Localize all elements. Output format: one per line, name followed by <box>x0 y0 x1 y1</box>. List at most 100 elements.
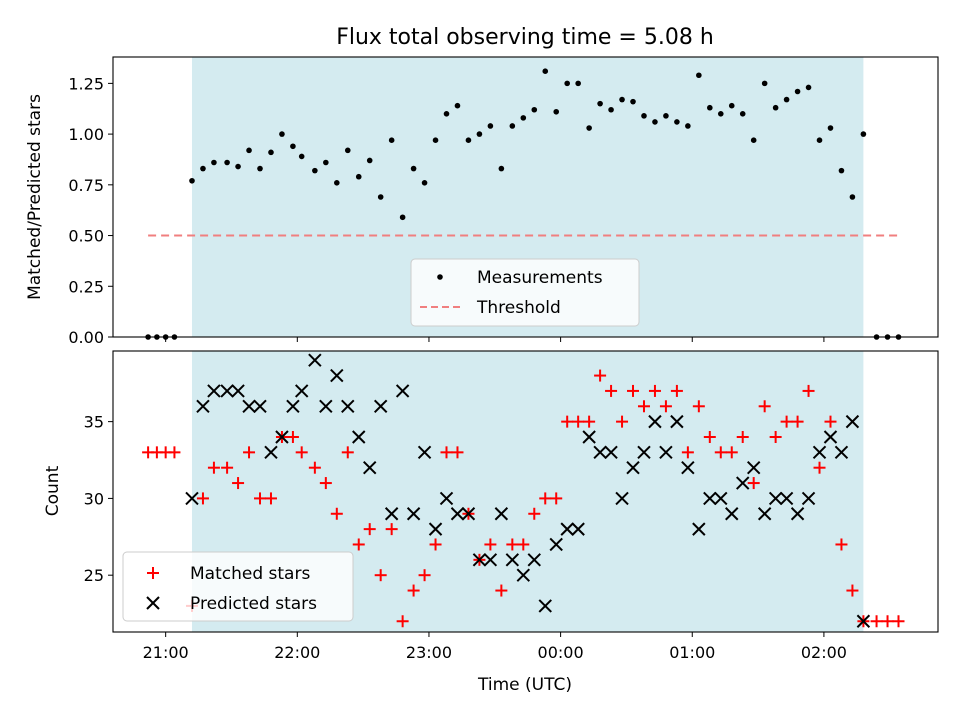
predicted-star-point <box>242 399 256 413</box>
matched-star-point <box>385 523 398 536</box>
predicted-star-point <box>659 445 673 460</box>
measurement-point <box>334 179 340 186</box>
matched-star-point <box>648 384 661 397</box>
matched-star-point <box>396 615 409 628</box>
predicted-star-point <box>319 399 333 413</box>
measurement-point <box>246 147 252 154</box>
measurement-point <box>553 108 560 115</box>
predicted-star-point <box>275 430 289 444</box>
predicted-star-point <box>308 353 322 367</box>
measurement-point <box>564 80 570 87</box>
ratio-y-tick-label: 0.00 <box>68 328 104 347</box>
predicted-star-point <box>703 491 717 506</box>
predicted-star-point <box>670 414 684 429</box>
measurement-point <box>290 143 296 150</box>
ratio-y-tick-label: 0.75 <box>68 176 104 195</box>
predicted-star-point <box>615 491 629 506</box>
measurement-point <box>476 131 483 137</box>
predicted-star-point <box>472 553 487 567</box>
count-y-axis-label: Count <box>43 465 63 516</box>
predicted-star-point <box>352 430 366 444</box>
matched-star-point <box>295 446 308 459</box>
measurement-point <box>674 119 680 125</box>
predicted-star-point <box>790 507 805 521</box>
legend-matched-label: Matched stars <box>190 564 310 584</box>
measurement-point <box>772 104 779 111</box>
predicted-star-point <box>207 384 221 398</box>
matched-star-point <box>703 430 716 443</box>
matched-star-point <box>254 492 267 505</box>
ratio-y-axis-label: Matched/Predicted stars <box>25 94 45 300</box>
measurement-point <box>827 125 834 131</box>
predicted-star-point <box>527 553 541 567</box>
measurement-point <box>421 179 428 186</box>
predicted-star-point <box>286 399 300 413</box>
x-tick-label: 23:00 <box>406 643 452 662</box>
measurement-point <box>860 131 867 137</box>
matched-star-point <box>319 477 332 490</box>
legend-predicted-label: Predicted stars <box>190 594 317 614</box>
predicted-star-point <box>648 414 662 429</box>
measurement-point <box>652 119 658 125</box>
count-legend-box <box>122 551 354 622</box>
matched-star-point <box>659 400 672 413</box>
matched-star-point <box>780 415 793 428</box>
predicted-star-point <box>450 507 465 521</box>
predicted-star-point <box>856 614 871 628</box>
count-legend: Matched stars Predicted stars <box>122 551 354 622</box>
measurement-point <box>531 106 538 113</box>
matched-star-point <box>221 461 234 474</box>
predicted-star-point <box>363 460 377 475</box>
predicted-star-point <box>231 384 245 398</box>
measurement-point <box>323 159 329 166</box>
legend-measurements-marker <box>437 274 443 280</box>
measurement-point <box>432 137 439 143</box>
x-tick-label: 01:00 <box>669 643 715 662</box>
ratio-legend-box <box>410 258 640 327</box>
matched-star-point <box>243 446 256 459</box>
predicted-star-point <box>823 430 838 444</box>
measurement-point <box>366 157 373 164</box>
predicted-star-point <box>220 384 234 398</box>
predicted-star-point <box>582 430 596 444</box>
matched-star-point <box>881 615 894 628</box>
predicted-star-point <box>604 445 618 460</box>
matched-star-point <box>232 477 245 490</box>
predicted-star-point <box>593 445 607 460</box>
predicted-star-point <box>560 522 574 536</box>
measurement-point <box>509 123 516 129</box>
measurement-point <box>707 104 713 111</box>
predicted-star-point <box>681 460 695 475</box>
measurement-point <box>312 167 318 174</box>
ratio-panel-frame <box>112 56 939 338</box>
measurement-point <box>619 96 625 103</box>
x-tick-label: 21:00 <box>143 643 189 662</box>
matched-star-point <box>207 461 220 474</box>
measurement-point <box>388 137 395 143</box>
measurement-point <box>750 137 757 143</box>
predicted-star-point <box>439 491 454 506</box>
matched-star-point <box>495 584 508 597</box>
matched-star-point <box>846 584 859 597</box>
matched-star-point <box>308 461 321 474</box>
matched-star-point <box>528 507 541 520</box>
matched-star-point <box>824 415 837 428</box>
measurement-point <box>597 100 603 107</box>
measurement-point <box>696 72 702 79</box>
predicted-star-point <box>845 414 860 429</box>
predicted-star-point <box>626 460 640 475</box>
matched-star-point <box>769 430 782 443</box>
measurement-point <box>630 98 636 105</box>
predicted-star-point <box>768 491 783 506</box>
measurement-point <box>542 68 549 75</box>
matched-star-point <box>835 538 848 551</box>
measurement-point <box>268 149 274 156</box>
matched-star-point <box>594 369 607 382</box>
measurement-point <box>410 165 417 172</box>
matched-star-point <box>484 538 497 551</box>
matched-star-point <box>681 446 694 459</box>
matched-star-point <box>637 400 650 413</box>
predicted-star-point <box>330 368 344 383</box>
measurement-point <box>399 214 406 221</box>
